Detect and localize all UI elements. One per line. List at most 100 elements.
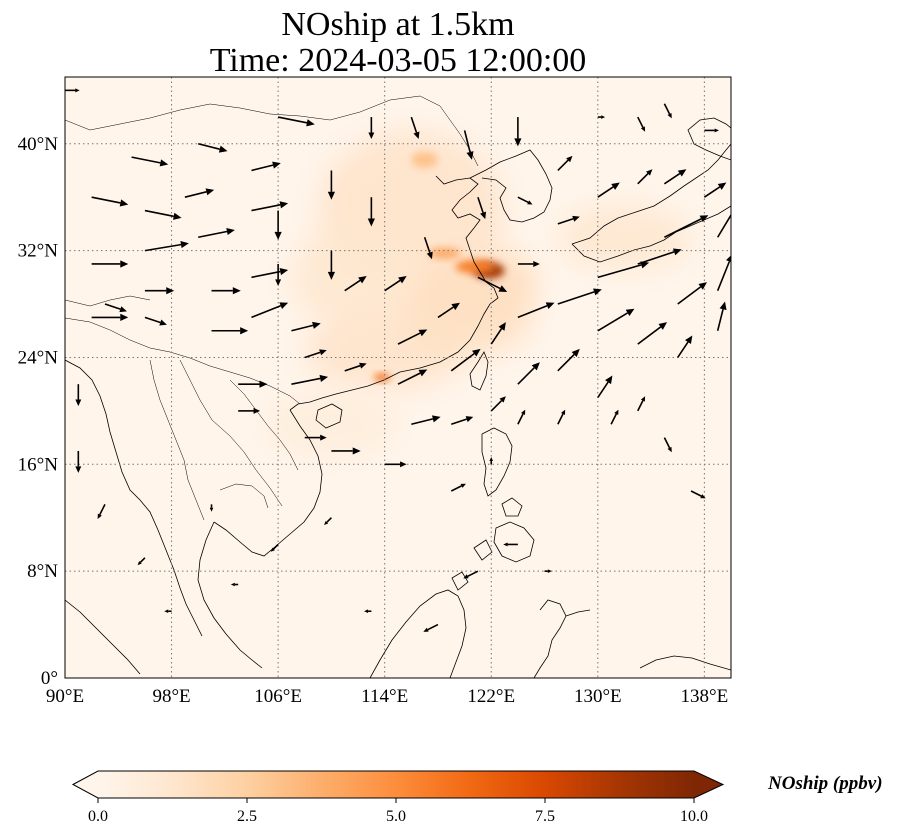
wind-vector-arrow: [557, 155, 573, 172]
wind-vector-arrow: [230, 582, 239, 587]
concentration-hotspot: [428, 247, 461, 259]
concentration-plume: [264, 390, 398, 458]
wind-vector-arrow: [490, 396, 506, 412]
wind-vector-arrow: [437, 302, 460, 319]
wind-vector-arrow: [690, 490, 706, 499]
wind-vector-arrow: [423, 237, 433, 260]
map-panel: [65, 77, 731, 678]
wind-vector-arrow: [637, 248, 682, 265]
philippines-luzon-coastline: [481, 427, 513, 497]
wind-vector-arrow: [198, 227, 235, 239]
wind-vector-arrow: [211, 287, 241, 295]
wind-vector-arrow: [75, 384, 82, 407]
wind-vector-arrow: [270, 543, 279, 552]
colorbar-tick-label: 10.0: [680, 808, 708, 825]
concentration-plume: [557, 203, 692, 271]
map-subtitle-time: Time: 2024-03-05 12:00:00: [209, 42, 587, 79]
hokkaido-coastline: [687, 117, 731, 161]
wind-vector-arrow: [503, 542, 518, 547]
wind-vector-arrow: [104, 303, 127, 313]
longitude-tick-label: 90°E: [46, 686, 84, 707]
border-indochina-north: [179, 359, 283, 507]
wind-vector-arrow: [463, 570, 479, 579]
wind-vector-arrow: [517, 409, 526, 425]
map-title: NOship at 1.5km: [281, 6, 515, 43]
wind-vector-arrow: [344, 362, 367, 372]
wind-vector-arrow: [164, 609, 172, 614]
longitude-tick-label: 114°E: [361, 686, 408, 707]
wind-vector-arrow: [144, 287, 175, 295]
wind-vector-arrow: [209, 504, 214, 512]
graticule-lines: [65, 77, 731, 678]
wind-vector-arrow: [557, 348, 580, 372]
wind-vector-arrow: [637, 169, 653, 185]
latitude-tick-label: 16°N: [18, 454, 59, 475]
malay-peninsula-coastline: [197, 521, 263, 669]
wind-vector-arrow: [704, 128, 720, 133]
wind-vector-arrow: [517, 362, 540, 385]
wind-vector-arrow: [677, 282, 708, 305]
colorbar-tick-label: 7.5: [535, 808, 555, 825]
wind-vector-arrow: [557, 215, 580, 225]
border-cambodia-thailand: [219, 483, 269, 509]
wind-vector-arrow: [490, 322, 506, 345]
philippines-islands-coastline: [451, 497, 523, 591]
wind-vector-arrow: [663, 103, 672, 119]
wind-vector-arrow: [65, 88, 80, 93]
wind-vector-arrow: [716, 301, 727, 331]
taiwan-coastline: [469, 351, 489, 391]
wind-vector-arrow: [384, 461, 407, 468]
colorbar-tick-label: 5.0: [386, 808, 406, 825]
wind-vector-arrow: [91, 196, 129, 207]
wind-vector-arrow: [367, 197, 375, 227]
wind-vector-arrow: [517, 196, 533, 205]
sumatra-coastline: [65, 599, 141, 675]
wind-vector-arrow: [144, 209, 182, 220]
wind-vector-arrow: [251, 302, 289, 319]
border-india-nepal: [65, 295, 151, 307]
wind-vector-arrow: [637, 396, 646, 412]
wind-vector-arrow: [238, 407, 261, 414]
wind-vector-arrow: [597, 182, 620, 198]
border-china-mongolia: [65, 95, 479, 167]
wind-vector-arrow: [275, 263, 282, 286]
concentration-hotspot: [411, 151, 438, 168]
wind-vector-arrow: [184, 188, 215, 198]
wind-vector-arrow: [514, 117, 522, 147]
wind-vector-arrow: [131, 156, 169, 167]
border-myanmar-thailand: [149, 359, 205, 521]
wind-vector-arrow: [637, 322, 668, 345]
wind-vector-arrow: [557, 288, 602, 305]
philippines-mindanao-coastline: [493, 521, 535, 563]
korea-coastline: [469, 149, 553, 223]
wind-vector-arrow: [324, 517, 332, 526]
latitude-tick-label: 8°N: [27, 561, 58, 582]
wind-vector-arrow: [211, 327, 249, 335]
wind-vector-arrow: [291, 321, 321, 332]
wind-vector-arrow: [364, 609, 372, 614]
wind-vector-layer: [65, 88, 731, 632]
country-border-layer: [65, 95, 479, 521]
wind-vector-arrow: [304, 349, 327, 359]
sulawesi-coastline: [533, 599, 591, 678]
wind-vector-arrow: [663, 169, 687, 185]
wind-vector-arrow: [451, 416, 474, 426]
concentration-plume: [291, 224, 425, 331]
map-frame: [64, 76, 732, 679]
wind-vector-arrow: [251, 201, 289, 212]
wind-vector-arrow: [97, 504, 106, 520]
wind-vector-arrow: [251, 161, 281, 172]
china-coastline: [399, 175, 499, 373]
wind-vector-arrow: [144, 316, 167, 326]
wind-vector-arrow: [663, 437, 672, 453]
colorbar-tick-label: 0.0: [88, 808, 108, 825]
indochina-coastline: [213, 409, 323, 557]
wind-vector-arrow: [91, 260, 129, 268]
wind-vector-arrow: [597, 375, 613, 398]
colorbar-extend-low: [73, 771, 98, 798]
wind-vector-arrow: [423, 623, 439, 632]
wind-vector-arrow: [463, 130, 474, 160]
longitude-tick-label: 130°E: [574, 686, 622, 707]
